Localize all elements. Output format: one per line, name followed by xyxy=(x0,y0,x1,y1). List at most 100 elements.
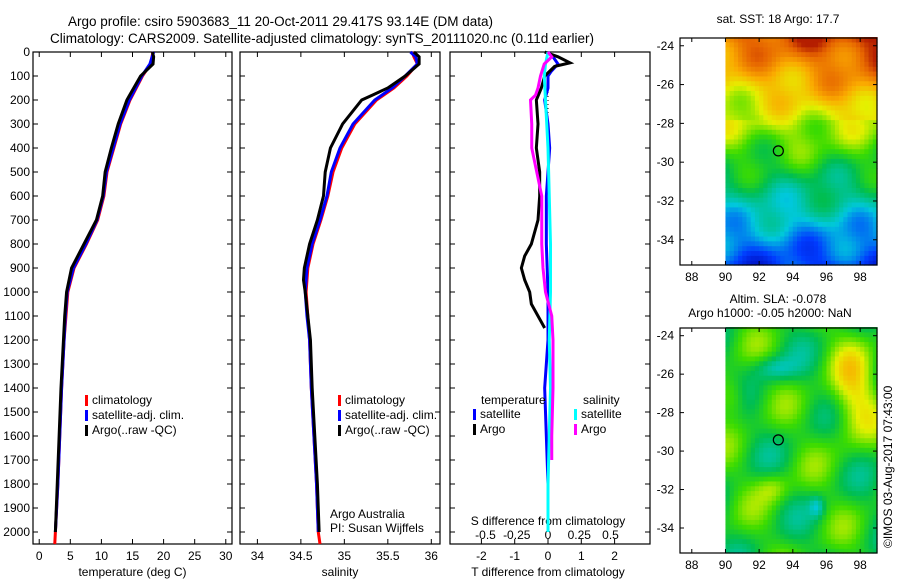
map-cell xyxy=(851,432,857,439)
map-cell xyxy=(754,365,760,371)
x-tick-label: 96 xyxy=(820,558,834,572)
map-cell xyxy=(839,124,844,130)
map-cell xyxy=(746,85,752,91)
map-cell xyxy=(830,346,836,352)
map-cell xyxy=(855,134,861,140)
x-tick-label: 98 xyxy=(853,558,867,572)
map-cell xyxy=(801,543,807,549)
map-cell xyxy=(725,471,731,477)
map-cell xyxy=(780,85,785,91)
map-cell xyxy=(759,418,764,424)
map-cell xyxy=(864,480,870,487)
map-cell xyxy=(725,389,731,395)
map-cell xyxy=(809,182,815,188)
map-cell xyxy=(780,355,785,362)
map-cell xyxy=(725,504,731,511)
map-cell xyxy=(763,528,769,535)
map-cell xyxy=(805,375,811,381)
map-cell xyxy=(851,423,857,429)
map-cell xyxy=(729,471,735,477)
map-cell xyxy=(763,351,769,357)
map-cell xyxy=(792,528,798,535)
map-cell xyxy=(809,100,815,106)
map-cell xyxy=(792,500,798,506)
map-cell xyxy=(872,109,878,116)
map-cell xyxy=(872,250,878,256)
map-cell xyxy=(809,485,815,492)
map-cell xyxy=(746,384,752,391)
map-cell xyxy=(725,442,731,448)
map-cell xyxy=(788,336,794,343)
map-cell xyxy=(729,384,735,391)
map-cell xyxy=(860,80,865,87)
map-cell xyxy=(813,51,819,58)
map-cell xyxy=(843,46,849,53)
map-cell xyxy=(830,255,836,261)
map-cell xyxy=(830,500,836,506)
map-cell xyxy=(788,255,794,261)
map-cell xyxy=(818,148,823,155)
map-cell xyxy=(826,231,832,237)
map-cell xyxy=(771,51,777,58)
map-cell xyxy=(771,413,777,419)
map-cell xyxy=(767,351,773,357)
map-cell xyxy=(750,80,756,87)
map-cell xyxy=(729,365,735,371)
map-cell xyxy=(750,355,756,362)
map-cell xyxy=(855,192,861,198)
map-cell xyxy=(822,384,828,391)
map-cell xyxy=(864,456,870,463)
map-cell xyxy=(746,37,752,43)
map-cell xyxy=(746,114,752,121)
map-cell xyxy=(843,70,849,77)
map-cell xyxy=(742,509,748,516)
map-cell xyxy=(780,351,785,357)
map-cell xyxy=(843,428,849,434)
map-cell xyxy=(839,408,844,415)
map-cell xyxy=(733,423,739,429)
map-cell xyxy=(767,177,773,184)
map-cell xyxy=(872,182,878,188)
map-cell xyxy=(763,226,769,232)
map-cell xyxy=(872,355,878,362)
map-cell xyxy=(855,485,861,492)
map-cell xyxy=(868,432,874,439)
map-cell xyxy=(809,129,815,135)
map-cell xyxy=(855,211,861,218)
map-cell xyxy=(805,235,811,242)
map-cell xyxy=(809,519,815,525)
map-cell xyxy=(767,466,773,472)
map-cell xyxy=(868,533,874,540)
map-cell xyxy=(742,109,748,116)
map-cell xyxy=(797,46,802,53)
map-subtitle: Argo h1000: -0.05 h2000: NaN xyxy=(688,306,851,320)
map-cell xyxy=(733,226,739,232)
map-cell xyxy=(742,413,748,419)
map-cell xyxy=(763,452,769,458)
map-cell xyxy=(830,158,836,164)
map-cell xyxy=(738,538,743,544)
map-cell xyxy=(872,119,878,125)
map-cell xyxy=(809,240,815,247)
map-cell xyxy=(729,245,735,252)
map-cell xyxy=(868,336,874,343)
map-cell xyxy=(860,206,865,213)
map-cell xyxy=(813,129,819,135)
map-cell xyxy=(750,182,756,188)
map-cell xyxy=(750,245,756,252)
map-cell xyxy=(813,75,819,82)
map-cell xyxy=(855,500,861,506)
map-cell xyxy=(868,403,874,410)
map-cell xyxy=(805,413,811,419)
map-cell xyxy=(767,206,773,213)
map-cell xyxy=(792,109,798,116)
map-cell xyxy=(738,403,743,410)
map-cell xyxy=(750,167,756,174)
map-cell xyxy=(851,437,857,444)
map-cell xyxy=(780,192,785,198)
map-cell xyxy=(784,129,790,135)
map-cell xyxy=(860,129,865,135)
map-cell xyxy=(822,197,828,203)
map-cell xyxy=(872,66,878,72)
map-cell xyxy=(864,167,870,174)
